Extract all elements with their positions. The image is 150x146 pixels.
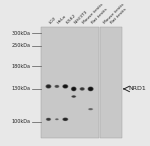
Ellipse shape bbox=[62, 117, 69, 121]
Ellipse shape bbox=[88, 108, 93, 110]
Ellipse shape bbox=[72, 87, 76, 91]
Text: NIH/3T3: NIH/3T3 bbox=[74, 9, 89, 24]
Ellipse shape bbox=[63, 84, 68, 88]
Ellipse shape bbox=[63, 118, 68, 121]
Ellipse shape bbox=[46, 118, 51, 121]
Text: Mouse testis: Mouse testis bbox=[103, 2, 125, 24]
Ellipse shape bbox=[63, 85, 67, 88]
Ellipse shape bbox=[88, 87, 93, 91]
Ellipse shape bbox=[46, 85, 51, 88]
Ellipse shape bbox=[71, 87, 76, 91]
Ellipse shape bbox=[63, 118, 68, 121]
Ellipse shape bbox=[72, 96, 76, 97]
Ellipse shape bbox=[47, 118, 50, 120]
Ellipse shape bbox=[46, 118, 51, 121]
Ellipse shape bbox=[47, 118, 50, 120]
Ellipse shape bbox=[63, 85, 68, 88]
Text: 130kDa: 130kDa bbox=[12, 86, 31, 91]
Ellipse shape bbox=[79, 87, 85, 91]
Ellipse shape bbox=[62, 84, 69, 89]
Ellipse shape bbox=[88, 108, 93, 110]
Bar bbox=[100, 27, 122, 138]
Text: Rat testis: Rat testis bbox=[110, 7, 127, 24]
Ellipse shape bbox=[55, 85, 59, 88]
Ellipse shape bbox=[89, 108, 92, 110]
Ellipse shape bbox=[71, 86, 77, 91]
Text: NRD1: NRD1 bbox=[129, 86, 146, 91]
Ellipse shape bbox=[71, 95, 76, 98]
Text: LO2: LO2 bbox=[48, 16, 57, 24]
Ellipse shape bbox=[64, 85, 67, 88]
Ellipse shape bbox=[87, 86, 94, 91]
Ellipse shape bbox=[56, 119, 58, 120]
Text: HeLa: HeLa bbox=[57, 14, 68, 24]
Ellipse shape bbox=[55, 118, 59, 120]
Ellipse shape bbox=[80, 87, 84, 90]
Ellipse shape bbox=[55, 119, 59, 120]
Ellipse shape bbox=[55, 85, 59, 88]
Bar bbox=[41, 27, 99, 138]
Ellipse shape bbox=[89, 87, 93, 91]
Text: Mouse testis: Mouse testis bbox=[82, 2, 104, 24]
Text: 300kDa: 300kDa bbox=[12, 31, 31, 36]
Ellipse shape bbox=[56, 86, 58, 87]
Text: Rat testis: Rat testis bbox=[91, 7, 108, 24]
Text: 250kDa: 250kDa bbox=[12, 43, 31, 48]
Ellipse shape bbox=[55, 118, 59, 120]
Ellipse shape bbox=[55, 85, 59, 87]
Ellipse shape bbox=[45, 84, 52, 89]
Ellipse shape bbox=[80, 88, 84, 90]
Ellipse shape bbox=[89, 108, 92, 110]
Ellipse shape bbox=[80, 87, 85, 91]
Ellipse shape bbox=[88, 87, 93, 91]
Text: K-562: K-562 bbox=[65, 13, 77, 24]
Ellipse shape bbox=[71, 95, 76, 98]
Ellipse shape bbox=[64, 118, 67, 120]
Ellipse shape bbox=[72, 87, 76, 91]
Ellipse shape bbox=[72, 96, 75, 97]
Ellipse shape bbox=[88, 108, 93, 110]
Ellipse shape bbox=[89, 88, 92, 90]
Ellipse shape bbox=[46, 85, 51, 88]
Ellipse shape bbox=[72, 96, 75, 97]
Ellipse shape bbox=[72, 88, 75, 90]
Text: 100kDa: 100kDa bbox=[12, 119, 31, 124]
Ellipse shape bbox=[46, 84, 51, 88]
Ellipse shape bbox=[46, 118, 51, 121]
Text: 180kDa: 180kDa bbox=[12, 64, 31, 69]
Ellipse shape bbox=[56, 119, 58, 120]
Ellipse shape bbox=[54, 85, 60, 88]
Ellipse shape bbox=[81, 88, 84, 90]
Ellipse shape bbox=[63, 118, 67, 120]
Ellipse shape bbox=[47, 85, 50, 88]
